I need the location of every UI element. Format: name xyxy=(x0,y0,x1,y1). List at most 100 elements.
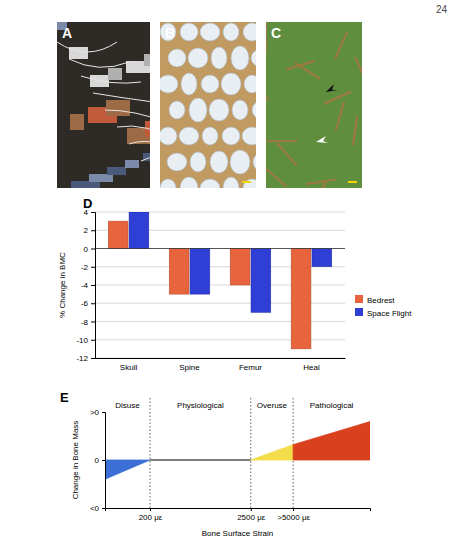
tick: 2 xyxy=(84,226,95,235)
photo-detail xyxy=(286,61,315,70)
tick-label: -10 xyxy=(76,336,88,345)
tick: Heal xyxy=(303,358,320,372)
photo-detail xyxy=(210,151,228,173)
tick-mark xyxy=(91,285,95,286)
photo-detail xyxy=(200,179,220,188)
photo-detail xyxy=(71,181,100,188)
axis-line xyxy=(96,358,346,359)
photo xyxy=(266,22,362,188)
tick-label: 2 xyxy=(84,226,89,235)
photo xyxy=(57,22,150,188)
region-label: Physiological xyxy=(177,401,224,410)
panel-letter: C xyxy=(271,25,281,41)
grid-line xyxy=(95,358,345,359)
page-number: 24 xyxy=(436,4,448,15)
photo-detail xyxy=(209,99,229,121)
panel-letter: D xyxy=(83,196,92,211)
tick: 0 xyxy=(95,456,105,465)
axis-line xyxy=(106,509,371,512)
tick-mark xyxy=(91,249,95,250)
tick: Femur xyxy=(239,358,262,372)
photo-detail xyxy=(355,57,362,84)
tick-label: 0 xyxy=(84,245,89,254)
photo-detail xyxy=(243,23,256,41)
photo-detail xyxy=(253,153,256,171)
tick-label: 200 με xyxy=(139,513,163,522)
grid-line xyxy=(95,248,345,249)
tick-label: Skull xyxy=(120,363,138,372)
photo-detail xyxy=(231,46,249,70)
photo-detail xyxy=(335,32,347,59)
panel-letter: B xyxy=(165,25,175,41)
tick-mark xyxy=(91,358,95,359)
photo-detail xyxy=(181,73,197,95)
tick-mark xyxy=(91,267,95,268)
photo-detail xyxy=(160,179,176,188)
photo-detail xyxy=(188,48,208,68)
photo-detail xyxy=(160,127,177,145)
photo xyxy=(160,22,256,188)
region-label: Disuse xyxy=(115,401,140,410)
tick: 0 xyxy=(84,245,95,254)
tick-label: -4 xyxy=(81,281,89,290)
photo-detail xyxy=(324,92,351,104)
tick-mark xyxy=(150,508,151,511)
photo-detail xyxy=(336,102,344,131)
legend-swatch xyxy=(355,295,363,303)
tick-mark xyxy=(293,508,294,511)
x-axis: Skull Spine Femur Heal xyxy=(96,358,346,372)
photo-background xyxy=(160,22,256,188)
arrow xyxy=(326,84,338,92)
photo-detail xyxy=(190,152,206,172)
tick-label: 0 xyxy=(95,456,100,465)
tick-mark xyxy=(91,230,95,231)
x-axis: 200 με2500 με>5000 με xyxy=(106,508,371,522)
tick-label: Spine xyxy=(179,363,200,372)
photo-detail xyxy=(232,100,248,120)
photo-detail xyxy=(306,180,336,184)
photo-detail xyxy=(81,76,141,83)
photo-detail xyxy=(267,140,297,142)
tick-mark xyxy=(102,412,105,413)
tick-label: 2500 με xyxy=(237,513,266,522)
axis-title: Change in Bone Mass xyxy=(71,421,80,500)
bar xyxy=(190,249,210,295)
axis-line xyxy=(102,413,106,509)
photo-detail xyxy=(222,127,240,145)
photo-detail xyxy=(160,75,178,93)
photo-detail xyxy=(243,179,256,188)
grid-line xyxy=(250,398,251,508)
photo-detail xyxy=(223,23,239,41)
photo-detail xyxy=(167,153,187,171)
tick: -8 xyxy=(81,318,95,327)
tick: -10 xyxy=(76,336,95,345)
legend-label: Bedrest xyxy=(367,296,395,305)
tick: Spine xyxy=(179,358,200,372)
photo-detail xyxy=(244,75,256,93)
region-label: Pathological xyxy=(310,401,354,410)
page: 24ABC-12-10-8-6-4-2024SkullSpineFemurHea… xyxy=(0,0,459,548)
photo-detail xyxy=(93,93,150,102)
photo-detail xyxy=(144,54,150,66)
photo-detail xyxy=(107,167,126,175)
tick: <0 xyxy=(90,504,105,513)
photo-detail xyxy=(108,68,122,80)
photo-detail xyxy=(266,75,268,100)
photo-detail xyxy=(223,177,239,188)
axis-title: % Change in BMC xyxy=(58,252,67,318)
tick-mark xyxy=(91,340,95,341)
axis-line xyxy=(91,213,96,359)
tick-label: <0 xyxy=(90,504,100,513)
bar xyxy=(108,221,128,248)
chart: -12-10-8-6-4-2024SkullSpineFemurHeal% Ch… xyxy=(58,208,412,372)
bar xyxy=(169,249,189,295)
tick: -6 xyxy=(81,299,95,308)
photo-detail xyxy=(69,47,88,59)
photo-detail xyxy=(310,182,326,188)
tick-mark xyxy=(102,508,105,509)
tick-label: -8 xyxy=(81,318,89,327)
legend-swatch xyxy=(355,308,363,316)
photo-detail xyxy=(201,75,219,93)
tick-mark xyxy=(91,322,95,323)
photo-detail xyxy=(200,23,220,41)
